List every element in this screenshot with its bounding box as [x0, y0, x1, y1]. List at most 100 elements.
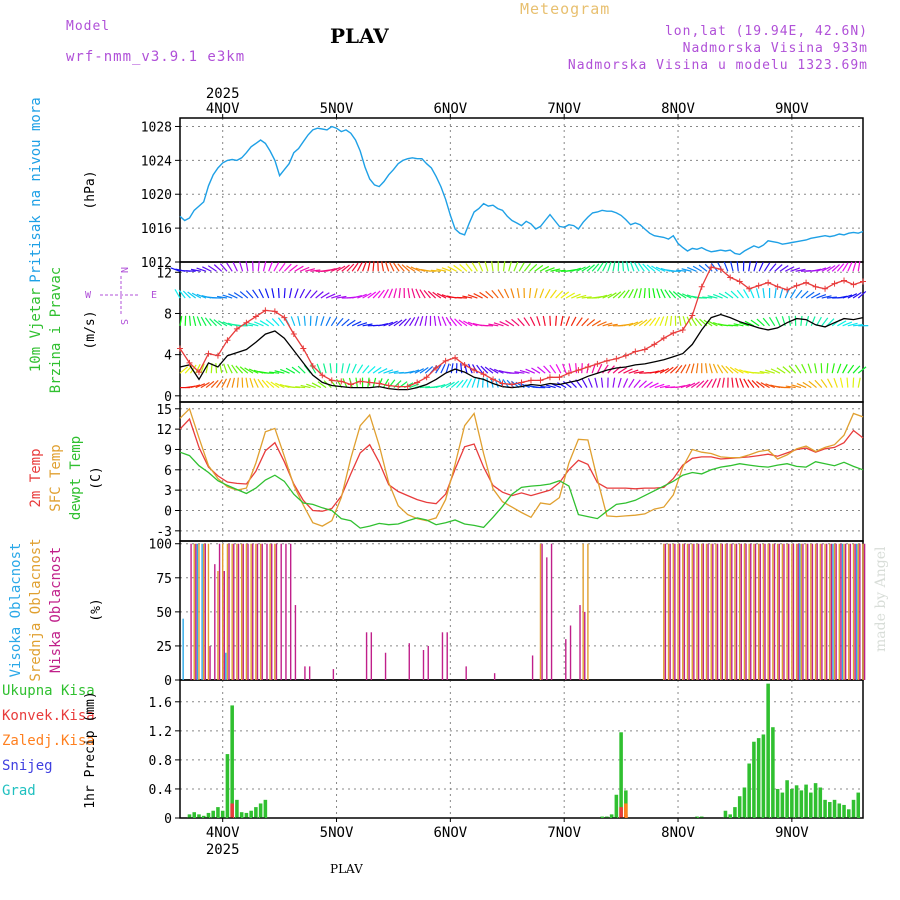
wind-arrow: [596, 363, 603, 374]
precip-bar: [187, 814, 192, 818]
gust-marker: [746, 285, 753, 292]
wind-arrow: [575, 363, 578, 374]
precip-bar: [818, 787, 823, 818]
wind-arrow: [192, 315, 197, 326]
wind-arrow: [788, 365, 797, 374]
model-name: wrf-nmm_v3.9.1 e3km: [66, 49, 246, 65]
gust-marker: [433, 365, 440, 372]
wind-arrow: [774, 264, 783, 272]
wind-arrow: [516, 288, 520, 299]
precip-bar: [225, 754, 230, 818]
precip-bar: [846, 809, 851, 818]
y-tick-label: 50: [156, 606, 172, 621]
wind-arrow: [842, 294, 853, 299]
wind-arrow: [800, 290, 809, 299]
wind-arrow: [179, 366, 189, 374]
wind-arrow: [336, 317, 344, 327]
wind-arrow: [707, 295, 718, 299]
precip-bar: [695, 816, 699, 818]
wind-arrow: [210, 379, 219, 389]
gust-marker: [850, 281, 857, 288]
wind-arrow: [178, 289, 186, 299]
wind-arrow: [189, 364, 197, 374]
gust-marker: [499, 380, 506, 387]
wind-arrow: [254, 321, 264, 327]
wind-arrow: [519, 369, 530, 374]
wind-arrow: [245, 290, 254, 299]
wind-arrow: [633, 370, 644, 374]
precip-legend-label: Zaledj.Kisa: [2, 733, 95, 749]
wind-arrow: [560, 291, 570, 299]
wind-arrow: [432, 291, 442, 299]
wind-arrow: [555, 290, 564, 299]
wind-arrow: [638, 288, 642, 299]
wind-arrow: [576, 294, 587, 299]
y-tick-label: 12: [156, 423, 172, 438]
wind-arrow: [480, 365, 489, 374]
wind-arrow: [656, 288, 661, 299]
wind-arrow: [216, 295, 228, 299]
wind-arrow: [837, 320, 847, 327]
wind-arrow: [406, 265, 416, 272]
precip-bar: [790, 788, 794, 818]
wind-arrow: [518, 262, 525, 272]
wind-arrow: [735, 377, 739, 388]
wind-arrow: [555, 315, 558, 326]
wind-arrow: [316, 363, 322, 374]
precip-legend-label: Ukupna Kisa: [2, 683, 95, 699]
y-tick-label: 4: [164, 349, 172, 364]
wind-arrow: [760, 382, 770, 389]
wind-arrow: [502, 261, 506, 272]
wind-arrow: [633, 262, 640, 272]
wind-arrow: [638, 380, 647, 389]
y-tick-label: 0: [164, 390, 172, 405]
wind-arrow: [485, 290, 494, 299]
wind-arrow: [565, 292, 576, 299]
wind-arrow: [271, 318, 280, 327]
wind-arrow: [562, 363, 567, 374]
wind-arrows-group: [170, 261, 869, 389]
y-tick-label: 1012: [141, 256, 172, 271]
precip-bar: [235, 799, 239, 818]
wind-arrow: [388, 370, 399, 374]
dewpt-axis-title: dewpt Temp: [68, 436, 84, 520]
wind-arrow: [680, 383, 691, 389]
y-tick-label: 1.2: [149, 725, 172, 740]
y-tick-label: 0: [164, 674, 172, 689]
wind-arrow: [383, 369, 394, 374]
wind-arrow: [266, 380, 275, 389]
gust-marker: [698, 283, 705, 290]
precip-bar: [201, 815, 206, 818]
wind-arrow: [733, 323, 744, 327]
low-cloud-axis-title: Niska Oblacnost: [48, 547, 64, 673]
wind-arrow: [831, 264, 840, 272]
wind-arrow: [646, 264, 656, 272]
wind-arrow: [607, 261, 612, 272]
gust-marker: [774, 283, 781, 290]
gust-marker: [461, 361, 468, 368]
wind-arrow: [259, 320, 270, 327]
gust-marker: [641, 346, 648, 353]
wind-arrow: [196, 267, 207, 272]
gust-marker: [670, 330, 677, 337]
precip-bar: [211, 810, 215, 818]
wind-arrow: [821, 295, 832, 299]
wind-arrow: [762, 317, 771, 327]
wind-arrow: [789, 289, 797, 299]
wind-arrow: [294, 265, 304, 272]
wind-arrow: [269, 371, 280, 374]
wind-arrow: [857, 377, 861, 388]
gust-marker: [243, 319, 250, 326]
precip-bar: [619, 807, 623, 818]
wind-arrow: [790, 267, 801, 272]
wind-arrow: [682, 316, 687, 326]
wind-arrow: [424, 315, 428, 326]
wind-arrow: [644, 381, 653, 389]
wind-arrow: [320, 292, 330, 299]
wind-arrow: [607, 292, 617, 299]
wind-arrow: [581, 296, 592, 299]
wind-arrow: [690, 317, 698, 327]
wind-arrow: [836, 363, 842, 374]
wind-arrow: [756, 381, 765, 389]
wind-arrow: [454, 318, 463, 327]
